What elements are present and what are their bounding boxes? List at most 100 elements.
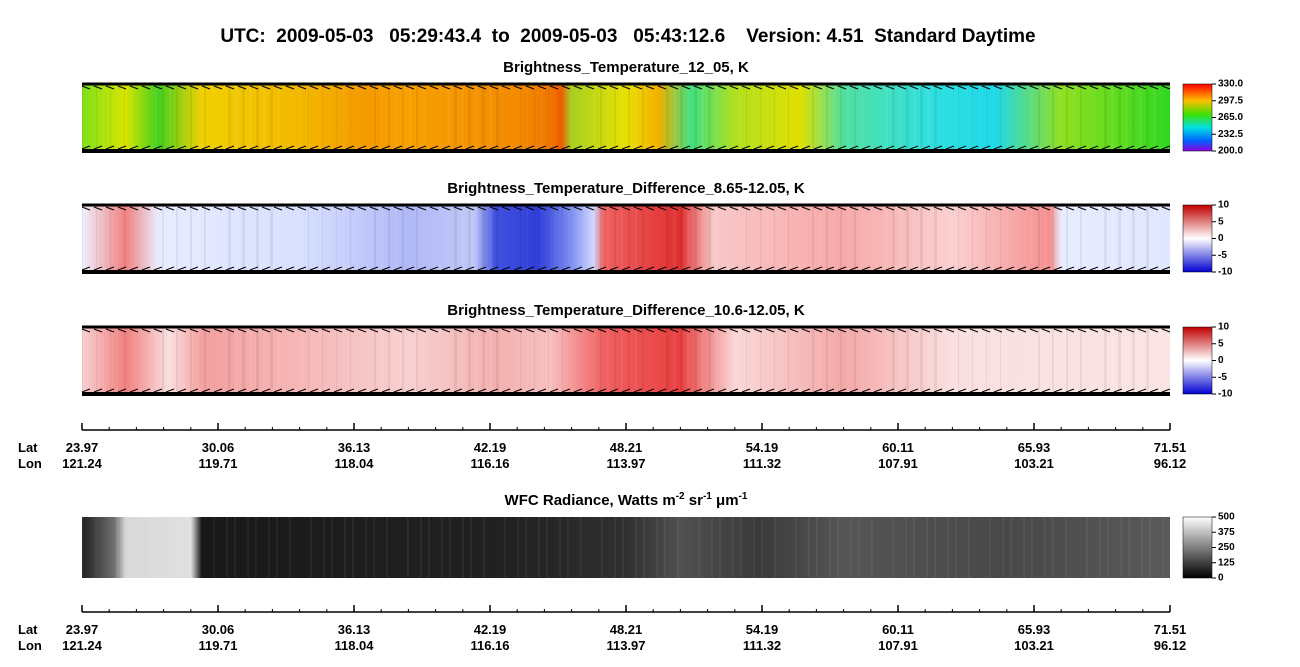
texture	[454, 205, 457, 272]
texture	[461, 327, 464, 394]
texture	[441, 517, 443, 578]
texture	[920, 84, 923, 151]
texture	[1010, 517, 1012, 578]
texture	[819, 327, 821, 394]
scan-mark	[1029, 328, 1039, 333]
scan-mark	[609, 266, 619, 271]
scan-mark	[297, 328, 307, 333]
scan-mark	[201, 388, 211, 393]
scan-mark	[1101, 328, 1111, 333]
scan-mark	[813, 388, 823, 393]
texture	[402, 205, 404, 272]
scan-mark	[1041, 328, 1051, 333]
texture	[548, 205, 549, 272]
scan-mark	[105, 266, 115, 271]
texture	[82, 517, 84, 578]
scan-mark	[1065, 85, 1075, 90]
scan-mark	[309, 206, 319, 211]
scan-mark	[1137, 145, 1147, 150]
texture	[1023, 517, 1025, 578]
scan-mark	[993, 328, 1003, 333]
texture	[323, 517, 325, 578]
scan-mark	[405, 266, 415, 271]
texture	[774, 84, 775, 151]
scan-mark	[393, 266, 403, 271]
colorbar-tick-label: 297.5	[1218, 95, 1243, 106]
texture	[373, 517, 375, 578]
texture	[899, 84, 902, 151]
scan-mark	[957, 145, 967, 150]
scan-mark	[573, 388, 583, 393]
scan-mark	[225, 266, 235, 271]
scan-mark	[789, 388, 799, 393]
texture	[593, 327, 595, 394]
scan-mark	[825, 145, 835, 150]
texture	[847, 327, 849, 394]
texture	[913, 84, 916, 151]
scan-mark	[753, 145, 763, 150]
texture	[541, 327, 542, 394]
texture	[103, 84, 104, 151]
scan-mark	[93, 266, 103, 271]
lon-label: 118.04	[334, 638, 374, 653]
texture	[847, 84, 849, 151]
scan-mark	[813, 266, 823, 271]
scan-mark	[585, 266, 595, 271]
lat-axis-name: Lat	[18, 440, 38, 455]
scan-mark	[225, 206, 235, 211]
texture	[808, 517, 810, 578]
scan-mark	[189, 328, 199, 333]
texture	[986, 205, 987, 272]
scan-mark	[273, 85, 283, 90]
texture	[955, 517, 957, 578]
scan-mark	[537, 85, 547, 90]
texture	[263, 205, 266, 272]
scan-mark	[225, 388, 235, 393]
scan-mark	[741, 145, 751, 150]
scan-mark	[273, 328, 283, 333]
scan-mark	[621, 388, 631, 393]
scan-mark	[417, 206, 427, 211]
texture	[1059, 205, 1061, 272]
lon-label: 107.91	[878, 638, 918, 653]
scan-mark	[405, 388, 415, 393]
scan-mark	[645, 328, 655, 333]
texture	[972, 84, 973, 151]
scan-mark	[573, 328, 583, 333]
texture	[635, 205, 637, 272]
scan-mark	[693, 388, 703, 393]
scan-mark	[1089, 388, 1099, 393]
scan-mark	[285, 145, 295, 150]
scan-mark	[381, 206, 391, 211]
scan-mark	[225, 328, 235, 333]
scan-mark	[1041, 206, 1051, 211]
scan-mark	[309, 328, 319, 333]
texture	[555, 205, 556, 272]
lon-label: 113.97	[606, 638, 645, 653]
texture	[760, 84, 761, 151]
scan-mark	[1041, 145, 1051, 150]
scan-mark	[177, 206, 187, 211]
texture	[117, 205, 118, 272]
scan-mark	[201, 206, 211, 211]
texture	[767, 84, 768, 151]
texture	[183, 327, 185, 394]
scan-mark	[453, 328, 463, 333]
texture	[1038, 327, 1040, 394]
scan-mark	[1017, 206, 1027, 211]
scan-mark	[285, 328, 295, 333]
scan-mark	[441, 328, 451, 333]
lon-label: 121.24	[62, 456, 103, 471]
scan-mark	[285, 266, 295, 271]
texture	[795, 517, 797, 578]
scan-mark	[957, 266, 967, 271]
texture	[694, 327, 697, 394]
texture	[927, 327, 930, 394]
scan-mark	[297, 85, 307, 90]
texture	[899, 205, 902, 272]
scan-mark	[1065, 145, 1075, 150]
texture	[642, 205, 644, 272]
scan-mark	[597, 145, 607, 150]
texture	[176, 84, 178, 151]
